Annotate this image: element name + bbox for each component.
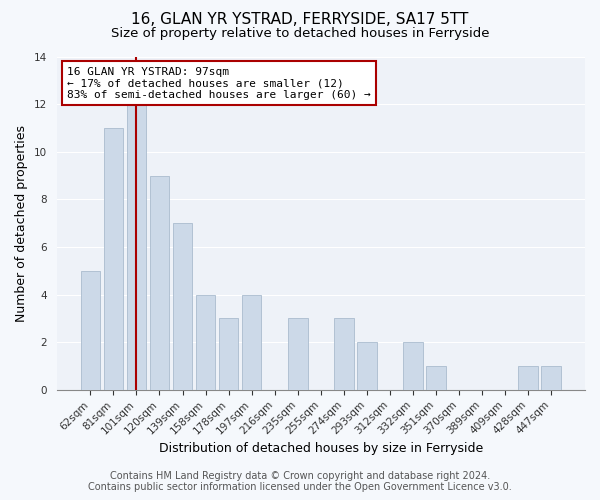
- Bar: [357, 342, 377, 390]
- Bar: [149, 176, 169, 390]
- Bar: [518, 366, 538, 390]
- Y-axis label: Number of detached properties: Number of detached properties: [15, 124, 28, 322]
- Bar: [219, 318, 238, 390]
- Bar: [242, 294, 262, 390]
- Bar: [403, 342, 423, 390]
- Bar: [196, 294, 215, 390]
- Bar: [288, 318, 308, 390]
- Bar: [541, 366, 561, 390]
- Bar: [173, 223, 193, 390]
- X-axis label: Distribution of detached houses by size in Ferryside: Distribution of detached houses by size …: [158, 442, 483, 455]
- Bar: [80, 271, 100, 390]
- Bar: [127, 104, 146, 390]
- Text: Size of property relative to detached houses in Ferryside: Size of property relative to detached ho…: [111, 28, 489, 40]
- Text: 16, GLAN YR YSTRAD, FERRYSIDE, SA17 5TT: 16, GLAN YR YSTRAD, FERRYSIDE, SA17 5TT: [131, 12, 469, 28]
- Bar: [426, 366, 446, 390]
- Text: 16 GLAN YR YSTRAD: 97sqm
← 17% of detached houses are smaller (12)
83% of semi-d: 16 GLAN YR YSTRAD: 97sqm ← 17% of detach…: [67, 66, 371, 100]
- Bar: [334, 318, 353, 390]
- Bar: [104, 128, 123, 390]
- Text: Contains HM Land Registry data © Crown copyright and database right 2024.
Contai: Contains HM Land Registry data © Crown c…: [88, 471, 512, 492]
